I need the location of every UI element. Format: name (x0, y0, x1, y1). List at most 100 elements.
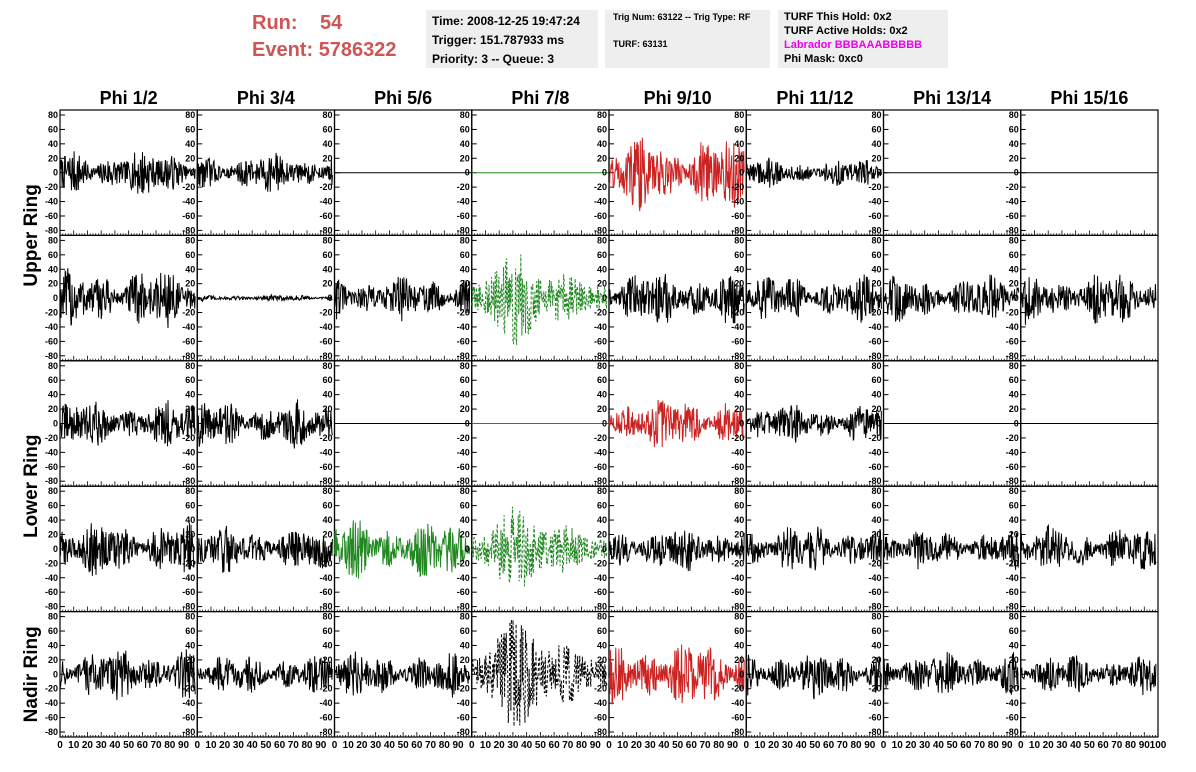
x-tick-label: 80 (988, 740, 1000, 751)
y-tick-label: 0 (465, 168, 470, 178)
y-tick-label: -40 (868, 573, 881, 583)
y-tick-label: -20 (1006, 558, 1019, 568)
x-tick-label: 0 (469, 740, 475, 751)
y-tick-label: 20 (460, 153, 470, 163)
y-tick-label: 0 (876, 168, 881, 178)
y-tick-label: 0 (739, 168, 744, 178)
column-header: Phi 3/4 (237, 88, 295, 108)
y-tick-label: 40 (460, 139, 470, 149)
y-tick-label: 40 (460, 640, 470, 650)
y-tick-label: -80 (731, 476, 744, 486)
x-tick-label: 70 (425, 740, 437, 751)
y-tick-label: -60 (182, 211, 195, 221)
y-tick-label: 0 (465, 419, 470, 429)
y-tick-label: 60 (460, 250, 470, 260)
y-tick-label: 80 (322, 110, 332, 120)
y-tick-label: 0 (876, 419, 881, 429)
y-tick-label: -40 (1006, 197, 1019, 207)
y-tick-label: -20 (45, 433, 58, 443)
column-header: Phi 1/2 (100, 88, 158, 108)
y-tick-label: 40 (48, 264, 58, 274)
y-tick-label: 20 (734, 153, 744, 163)
y-tick-label: -20 (594, 684, 607, 694)
panel-frame (471, 485, 610, 613)
y-tick-label: 40 (460, 390, 470, 400)
y-tick-label: 60 (597, 626, 607, 636)
y-tick-label: 20 (322, 153, 332, 163)
y-tick-label: 60 (460, 501, 470, 511)
x-tick-label: 90 (864, 740, 876, 751)
waveform-trace (334, 276, 471, 322)
y-tick-label: -40 (457, 447, 470, 457)
x-tick-label: 10 (205, 740, 217, 751)
waveform-trace (59, 649, 196, 701)
y-tick-label: -40 (1006, 322, 1019, 332)
y-tick-label: -40 (319, 322, 332, 332)
x-tick-label: 70 (700, 740, 712, 751)
y-tick-label: 0 (327, 669, 332, 679)
y-tick-label: -20 (45, 182, 58, 192)
y-tick-label: 20 (460, 279, 470, 289)
waveform-trace (196, 293, 333, 303)
y-tick-label: 60 (1009, 375, 1019, 385)
y-tick-label: 60 (185, 501, 195, 511)
y-tick-label: 20 (48, 153, 58, 163)
trig-num-text: Trig Num: 63122 -- Trig Type: RF (613, 12, 751, 22)
y-tick-label: 40 (597, 515, 607, 525)
y-tick-label: 20 (322, 655, 332, 665)
y-tick-label: 0 (602, 293, 607, 303)
y-tick-label: 80 (185, 486, 195, 496)
waveform-trace (745, 526, 882, 571)
y-tick-label: 20 (1009, 404, 1019, 414)
y-tick-label: 80 (322, 486, 332, 496)
y-tick-label: 20 (871, 529, 881, 539)
y-tick-label: -80 (457, 602, 470, 612)
x-tick-label: 30 (1056, 740, 1068, 751)
waveform-trace (197, 399, 333, 449)
waveform-trace (883, 651, 1020, 695)
x-tick-label: 10 (480, 740, 492, 751)
run-value: 54 (320, 12, 343, 34)
y-tick-label: 20 (734, 279, 744, 289)
waveform-trace (471, 506, 608, 587)
y-tick-label: -60 (868, 211, 881, 221)
x-tick-label: 30 (96, 740, 108, 751)
y-tick-label: 40 (1009, 264, 1019, 274)
y-tick-label: 0 (1014, 419, 1019, 429)
y-tick-label: -20 (457, 308, 470, 318)
waveform-trace (608, 399, 745, 448)
y-tick-label: -20 (182, 558, 195, 568)
y-tick-label: -40 (45, 573, 58, 583)
y-tick-label: 20 (460, 529, 470, 539)
y-tick-label: 80 (871, 486, 881, 496)
y-tick-label: -80 (45, 602, 58, 612)
x-tick-label: 60 (823, 740, 835, 751)
x-tick-label: 0 (606, 740, 612, 751)
y-tick-label: 60 (871, 375, 881, 385)
waveform-trace (608, 530, 745, 572)
y-tick-label: -20 (868, 684, 881, 694)
y-tick-label: -20 (731, 558, 744, 568)
y-tick-label: 20 (322, 404, 332, 414)
y-tick-label: -60 (45, 713, 58, 723)
y-tick-label: 0 (876, 544, 881, 554)
waveform-trace (334, 520, 471, 579)
waveform-trace (59, 400, 196, 447)
y-tick-label: 0 (190, 293, 195, 303)
turf-this-hold-text: TURF This Hold: 0x2 (784, 11, 892, 23)
y-tick-label: -40 (594, 698, 607, 708)
y-tick-label: 40 (871, 390, 881, 400)
y-tick-label: -40 (182, 197, 195, 207)
y-tick-label: -20 (182, 182, 195, 192)
x-tick-label: 30 (370, 740, 382, 751)
y-tick-label: 20 (597, 404, 607, 414)
y-tick-label: 0 (190, 544, 195, 554)
y-tick-label: 20 (1009, 529, 1019, 539)
y-tick-label: -80 (182, 351, 195, 361)
y-tick-label: -20 (868, 433, 881, 443)
y-tick-label: 20 (597, 655, 607, 665)
y-tick-label: -20 (594, 558, 607, 568)
y-tick-label: -20 (1006, 308, 1019, 318)
y-tick-label: -60 (182, 713, 195, 723)
